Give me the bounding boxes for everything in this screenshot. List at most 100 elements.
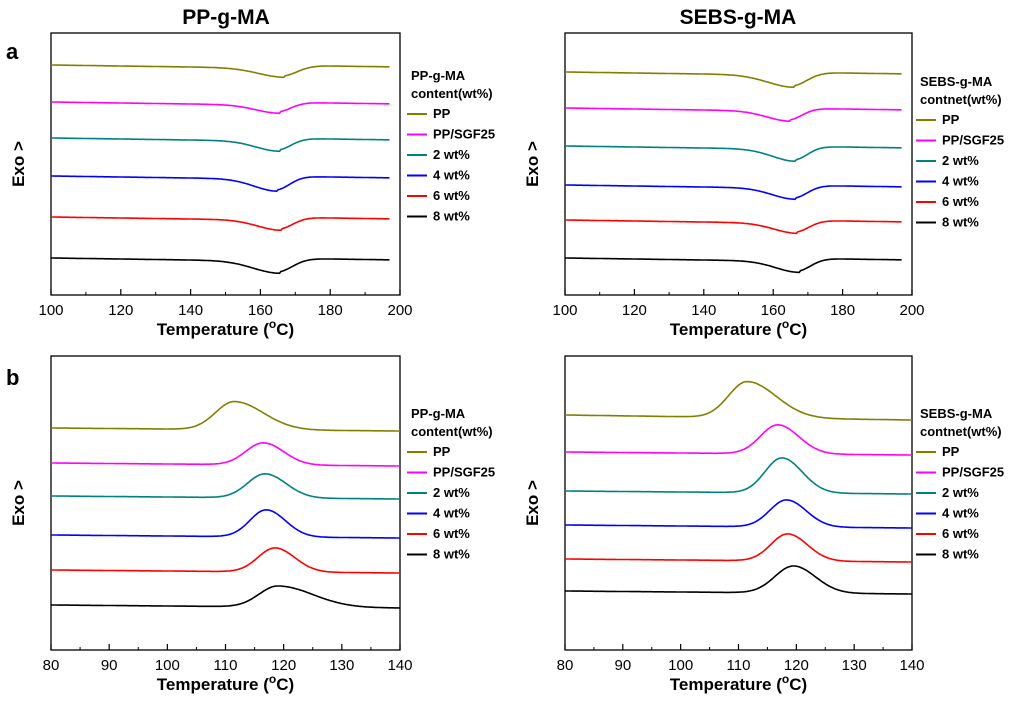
series-line-pp (565, 71, 902, 89)
legend-label: 6 wt% (942, 194, 979, 209)
legend-title: SEBS-g-MA (920, 74, 993, 89)
legend-title: SEBS-g-MA (920, 406, 993, 421)
x-tick-label: 100 (668, 657, 693, 674)
y-axis-title: Exo > (9, 480, 28, 526)
series-line-pp (51, 64, 390, 79)
series-line-pp (51, 400, 400, 432)
panel-label-a: a (6, 39, 19, 64)
x-tick-label: 90 (614, 657, 631, 674)
x-axis-title: Temperature (oC) (670, 672, 807, 694)
series-line-pp-sgf25 (51, 441, 400, 467)
x-tick-label: 130 (842, 657, 867, 674)
x-tick-label: 160 (248, 302, 273, 319)
plot-frame (564, 355, 913, 651)
chart-a-sebs-g-ma: 100 120 140 160 180 200 Temperature (oC) Exo > S… (523, 32, 1004, 339)
legend-label: PP (433, 106, 451, 121)
x-tick-label: 140 (691, 302, 716, 319)
x-tick-label: 100 (552, 302, 577, 319)
series-line-4-wt- (51, 509, 400, 539)
legend-label: 4 wt% (433, 506, 470, 521)
legend-label: 8 wt% (942, 547, 979, 562)
legend-label: 4 wt% (942, 174, 979, 189)
legend-label: 2 wt% (942, 153, 979, 168)
series-line-8-wt- (565, 565, 912, 595)
chart-b-pp-g-ma: 80 90 100 110 120 130 140 Temperature (oC) Exo >… (9, 355, 495, 694)
legend-label: 6 wt% (433, 526, 470, 541)
series-line-6-wt- (565, 533, 912, 563)
series-line-8-wt- (565, 257, 902, 274)
x-tick-label: 110 (727, 657, 751, 674)
x-tick-label: 120 (271, 657, 296, 674)
x-tick-label: 140 (899, 657, 924, 674)
series-line-4-wt- (51, 175, 390, 193)
legend-title: PP-g-MA (411, 406, 466, 421)
legend-label: 8 wt% (433, 209, 470, 224)
x-tick-label: 120 (622, 302, 647, 319)
legend-label: PP (942, 444, 960, 459)
legend-title: PP-g-MA (411, 68, 466, 83)
series-line-pp-sgf25 (565, 107, 902, 122)
series-line-4-wt- (565, 499, 912, 529)
legend-label: 8 wt% (942, 215, 979, 230)
legend-label: PP/SGF25 (942, 133, 1004, 148)
x-tick-label: 140 (387, 657, 412, 674)
x-tick-label: 100 (155, 657, 180, 674)
legend-label: 6 wt% (433, 188, 470, 203)
y-axis-title: Exo > (523, 480, 542, 526)
x-tick-label: 90 (101, 657, 118, 674)
column-title-sebs-g-ma: SEBS-g-MA (680, 6, 797, 29)
x-tick-label: 120 (784, 657, 809, 674)
x-axis-title: Temperature (oC) (670, 317, 807, 339)
legend-label: PP/SGF25 (433, 127, 495, 142)
series-line-2-wt- (565, 457, 912, 495)
x-tick-label: 160 (761, 302, 786, 319)
series-line-8-wt- (51, 585, 401, 609)
legend-label: PP/SGF25 (433, 465, 495, 480)
x-tick-label: 140 (178, 302, 203, 319)
legend-label: 4 wt% (942, 506, 979, 521)
legend-title: contnet(wt%) (920, 424, 1002, 439)
x-axis-title: Temperature (oC) (157, 672, 294, 694)
legend-label: 8 wt% (433, 547, 470, 562)
x-tick-label: 180 (830, 302, 855, 319)
legend-label: 2 wt% (433, 485, 470, 500)
y-axis-title: Exo > (523, 141, 542, 187)
legend-title: content(wt%) (411, 86, 493, 101)
x-tick-label: 200 (899, 302, 924, 319)
series-line-2-wt- (51, 137, 390, 153)
legend-label: 6 wt% (942, 526, 979, 541)
chart-a-pp-g-ma: 100 120 140 160 180 200 Temperature (oC) Exo > P… (9, 32, 495, 339)
panel-label-b: b (6, 365, 19, 390)
legend-title: contnet(wt%) (920, 92, 1002, 107)
chart-b-sebs-g-ma: 80 90 100 110 120 130 140 Temperature (oC) Exo >… (523, 355, 1004, 694)
series-line-6-wt- (51, 216, 390, 232)
series-line-pp-sgf25 (565, 423, 912, 456)
series-line-pp-sgf25 (51, 101, 390, 115)
x-tick-label: 80 (557, 657, 574, 674)
x-axis-title: Temperature (oC) (157, 317, 294, 339)
series-line-2-wt- (565, 145, 902, 163)
legend-label: 2 wt% (433, 147, 470, 162)
series-line-8-wt- (51, 257, 390, 275)
x-tick-label: 80 (43, 657, 60, 674)
y-axis-title: Exo > (9, 141, 28, 187)
legend-title: content(wt%) (411, 424, 493, 439)
x-tick-label: 200 (387, 302, 412, 319)
series-line-6-wt- (565, 219, 902, 235)
legend-label: PP (942, 112, 960, 127)
plot-frame (50, 32, 401, 296)
legend-label: PP/SGF25 (942, 465, 1004, 480)
x-tick-label: 130 (329, 657, 354, 674)
x-tick-label: 120 (108, 302, 133, 319)
series-line-4-wt- (565, 184, 902, 201)
legend-label: 2 wt% (942, 485, 979, 500)
x-tick-label: 110 (214, 657, 238, 674)
legend-label: 4 wt% (433, 168, 470, 183)
column-title-pp-g-ma: PP-g-MA (182, 6, 270, 29)
legend-label: PP (433, 444, 451, 459)
series-line-pp (565, 380, 912, 421)
x-tick-label: 180 (318, 302, 343, 319)
series-line-6-wt- (51, 547, 400, 574)
series-line-2-wt- (51, 472, 400, 500)
